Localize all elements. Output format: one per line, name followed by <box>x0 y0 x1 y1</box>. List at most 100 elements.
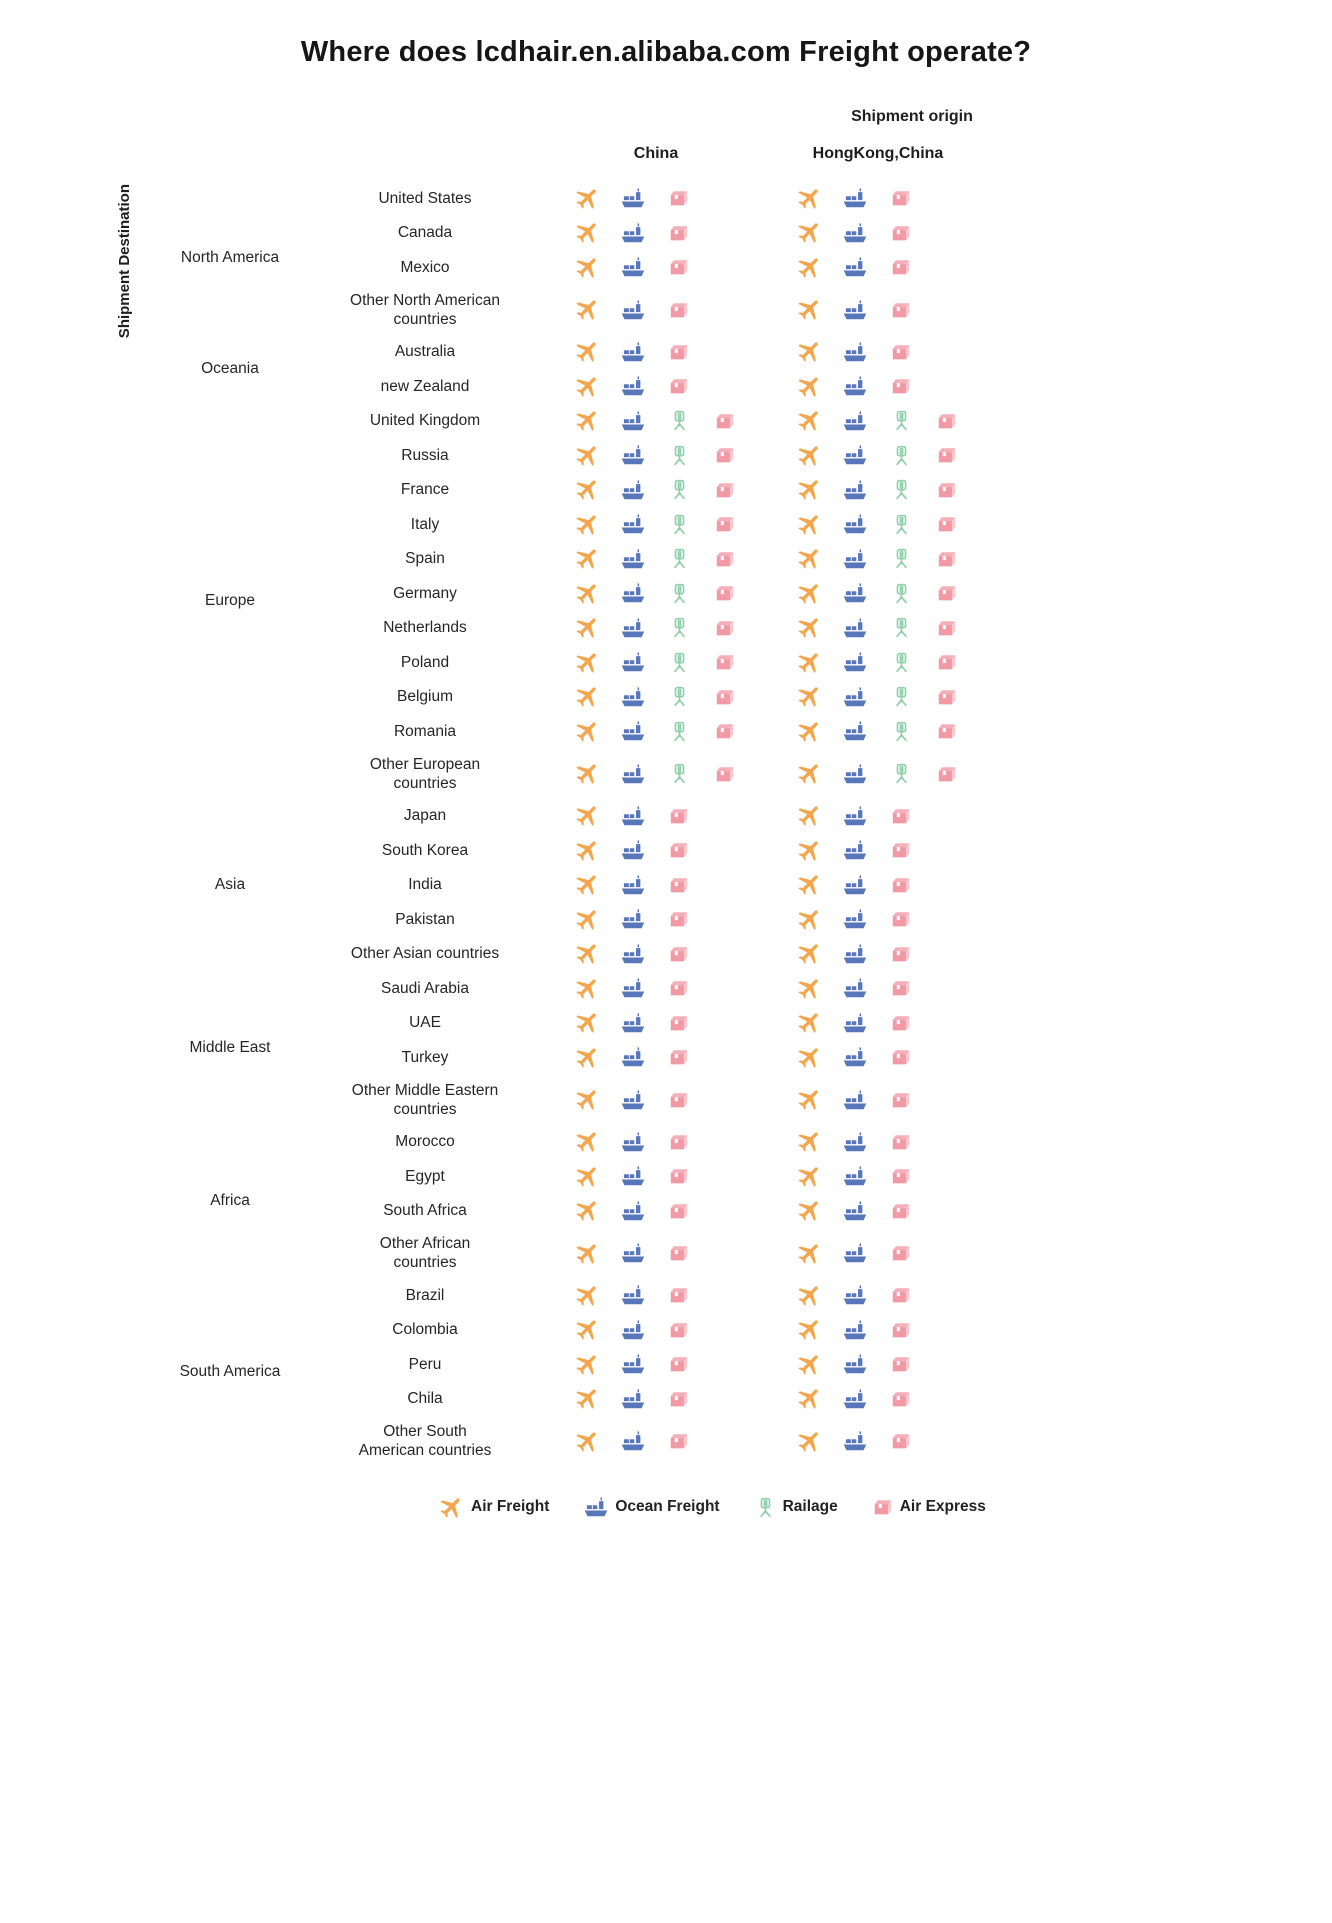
origin-header-hongkong: HongKong,China <box>812 145 944 162</box>
ocean-freight-icon <box>610 904 656 934</box>
country-cell: Canada <box>310 217 540 248</box>
air-express-icon <box>924 682 970 712</box>
air-freight-icon <box>786 544 832 574</box>
ocean-freight-icon <box>832 1161 878 1191</box>
air-freight-icon <box>786 1085 832 1115</box>
icon-group-china <box>540 835 748 865</box>
ocean-freight-icon <box>610 647 656 677</box>
icon-group-hongkong <box>762 835 970 865</box>
region-north-america: North America United States Canada Mexico Ot… <box>150 181 1010 335</box>
ocean-freight-icon <box>832 1384 878 1414</box>
region-africa: Africa Morocco Egypt South Africa Other Afri… <box>150 1125 1010 1279</box>
table-row: Saudi Arabia <box>310 971 1010 1006</box>
country-label: Turkey <box>401 1048 449 1066</box>
icon-group-china <box>540 939 748 969</box>
icon-group-hongkong <box>762 1384 970 1414</box>
icon-group-hongkong <box>762 218 970 248</box>
express-legend-label: Air Express <box>899 1498 986 1515</box>
country-label: Pakistan <box>395 910 455 928</box>
country-label: Romania <box>393 722 457 740</box>
air-freight-icon <box>786 1042 832 1072</box>
country-cell: Colombia <box>310 1314 540 1345</box>
air-freight-icon <box>786 1280 832 1310</box>
icon-group-china <box>540 759 748 789</box>
country-label: Italy <box>410 515 440 533</box>
air-express-icon <box>702 682 748 712</box>
icon-group-hongkong <box>762 1042 970 1072</box>
ocean-freight-icon <box>610 1042 656 1072</box>
table-row: Mexico <box>310 250 1010 285</box>
country-label: Australia <box>394 343 456 361</box>
ocean-freight-icon <box>832 1008 878 1038</box>
country-label: Other South American countries <box>358 1423 492 1459</box>
air-freight-icon <box>786 716 832 746</box>
ocean-freight-icon <box>832 252 878 282</box>
icon-group-china <box>540 801 748 831</box>
air-freight-icon <box>564 939 610 969</box>
country-cell: Egypt <box>310 1161 540 1192</box>
air-express-icon <box>924 613 970 643</box>
icon-group-hongkong <box>762 1161 970 1191</box>
air-freight-icon <box>786 613 832 643</box>
ocean-freight-icon <box>832 1238 878 1268</box>
ocean-freight-icon <box>610 682 656 712</box>
air-express-icon <box>656 1384 702 1414</box>
icon-group-china <box>540 406 748 436</box>
air-express-icon <box>878 939 924 969</box>
air-express-icon <box>878 973 924 1003</box>
air-express-icon <box>924 716 970 746</box>
country-cell: United Kingdom <box>310 405 540 436</box>
table-row: Other Middle Eastern countries <box>310 1075 1010 1125</box>
air-express-icon <box>878 1349 924 1379</box>
air-express-icon <box>702 613 748 643</box>
region-oceania: Oceania Australia new Zealand <box>150 335 1010 404</box>
region-asia: Asia Japan South Korea India Pakistan Other A… <box>150 799 1010 972</box>
air-express-icon <box>878 1042 924 1072</box>
ocean-freight-icon <box>832 337 878 367</box>
air-express-icon <box>924 578 970 608</box>
ocean-freight-icon <box>832 973 878 1003</box>
icon-group-hongkong <box>762 759 970 789</box>
icon-group-china <box>540 371 748 401</box>
table-row: Other South American countries <box>310 1416 1010 1466</box>
icon-group-china <box>540 1349 748 1379</box>
air-express-icon <box>878 1384 924 1414</box>
table-row: Other European countries <box>310 749 1010 799</box>
icon-group-hongkong <box>762 613 970 643</box>
icon-group-hongkong <box>762 801 970 831</box>
air-express-icon <box>878 218 924 248</box>
air-express-icon <box>878 1315 924 1345</box>
icon-group-hongkong <box>762 252 970 282</box>
ocean-freight-icon <box>610 1238 656 1268</box>
ocean-freight-icon <box>610 1161 656 1191</box>
ocean-freight-icon <box>610 440 656 470</box>
air-express-icon <box>702 544 748 574</box>
air-express-icon <box>656 1042 702 1072</box>
icon-group-china <box>540 870 748 900</box>
icon-group-china <box>540 682 748 712</box>
air-freight-icon <box>564 904 610 934</box>
ocean-freight-icon <box>832 1280 878 1310</box>
table-row: South Korea <box>310 833 1010 868</box>
air-freight-icon <box>564 337 610 367</box>
air-freight-icon <box>564 613 610 643</box>
icon-group-hongkong <box>762 1127 970 1157</box>
ocean-freight-icon <box>610 870 656 900</box>
ocean-freight-icon <box>832 835 878 865</box>
ocean-freight-icon <box>610 1085 656 1115</box>
ocean-freight-icon <box>832 801 878 831</box>
railage-icon <box>656 544 702 574</box>
ocean-freight-icon <box>610 1008 656 1038</box>
country-label: Netherlands <box>383 619 467 637</box>
air-freight-icon <box>786 647 832 677</box>
icon-group-hongkong <box>762 1238 970 1268</box>
ocean-freight-icon <box>832 509 878 539</box>
air-express-icon <box>878 904 924 934</box>
air-express-icon <box>702 578 748 608</box>
country-cell: Other South American countries <box>310 1416 540 1466</box>
table-row: Egypt <box>310 1159 1010 1194</box>
icon-group-china <box>540 1042 748 1072</box>
air-freight-icon <box>786 1008 832 1038</box>
country-label: Japan <box>403 807 447 825</box>
icon-group-china <box>540 544 748 574</box>
